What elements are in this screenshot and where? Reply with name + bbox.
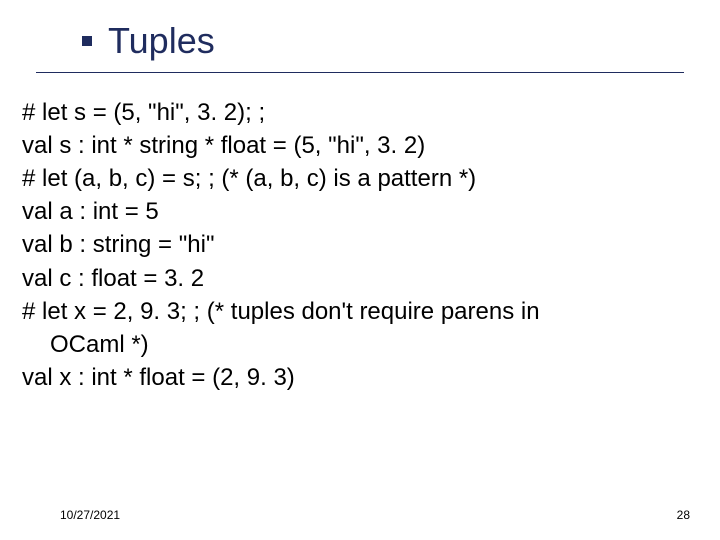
title-bullet — [82, 36, 92, 46]
code-line: val a : int = 5 — [22, 195, 690, 228]
title-block: Tuples — [20, 12, 700, 70]
code-line: # let (a, b, c) = s; ; (* (a, b, c) is a… — [22, 162, 690, 195]
code-line: OCaml *) — [22, 328, 690, 361]
title-underline — [36, 72, 684, 73]
slide: { "title": "Tuples", "lines": [ "# let s… — [0, 0, 720, 540]
footer-date: 10/27/2021 — [60, 508, 120, 522]
code-line: # let s = (5, "hi", 3. 2); ; — [22, 96, 690, 129]
slide-title: Tuples — [108, 20, 215, 62]
code-line: val s : int * string * float = (5, "hi",… — [22, 129, 690, 162]
code-line: # let x = 2, 9. 3; ; (* tuples don't req… — [22, 295, 690, 328]
code-line: val x : int * float = (2, 9. 3) — [22, 361, 690, 394]
code-line: val c : float = 3. 2 — [22, 262, 690, 295]
slide-body: # let s = (5, "hi", 3. 2); ; val s : int… — [22, 96, 690, 394]
code-line: val b : string = "hi" — [22, 228, 690, 261]
slide-number: 28 — [677, 508, 690, 522]
